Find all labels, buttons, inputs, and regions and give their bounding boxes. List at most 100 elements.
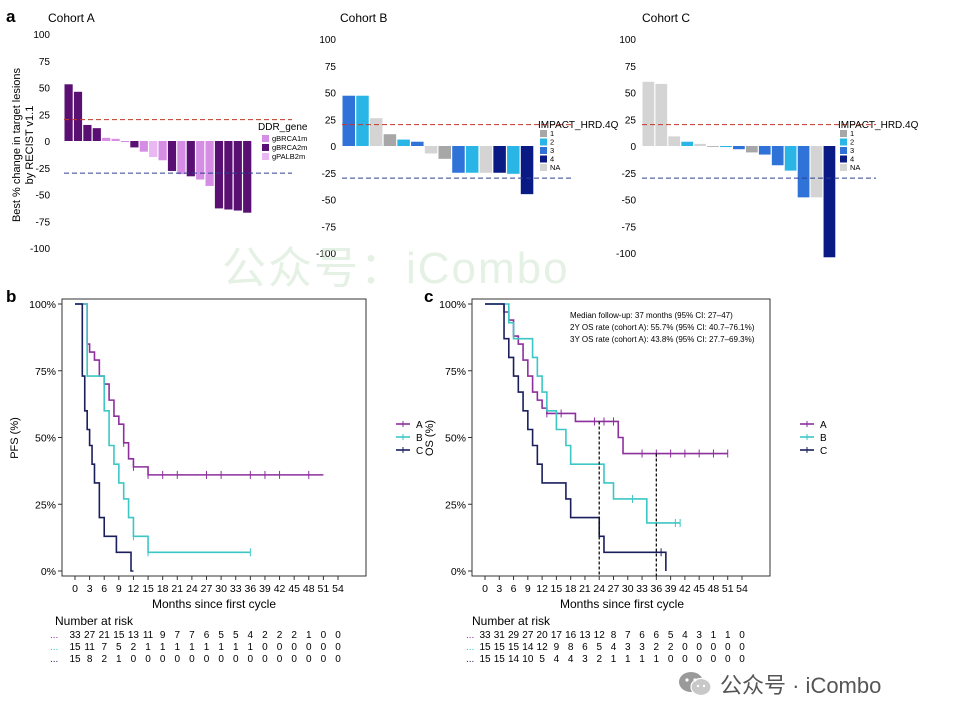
waterfall-bar: [493, 146, 506, 173]
waterfall-bar: [720, 146, 732, 148]
risk-count: 1: [204, 642, 210, 653]
waterfall-bar: [758, 146, 771, 155]
x-tick-label: 33: [636, 583, 648, 595]
waterfall-bar: [507, 146, 520, 174]
km-curve-c: [485, 303, 667, 571]
risk-count: 13: [579, 630, 591, 641]
risk-count: 1: [160, 642, 166, 653]
y-tick-label: 100: [33, 30, 50, 41]
x-tick-label: 12: [128, 583, 140, 595]
os-risk-title: Number at risk: [472, 614, 551, 628]
y-tick-label: -50: [622, 196, 637, 207]
waterfall-bar: [102, 137, 111, 141]
waterfall-bar: [167, 141, 177, 171]
risk-count: 8: [568, 642, 574, 653]
risk-count: 0: [218, 654, 224, 665]
pfs-curves: [75, 303, 324, 572]
risk-count: 1: [639, 654, 645, 665]
risk-count: 0: [291, 642, 297, 653]
risk-count: 0: [739, 654, 745, 665]
risk-count: 2: [131, 642, 137, 653]
risk-count: 6: [654, 630, 660, 641]
x-tick-label: 6: [511, 583, 517, 595]
waterfall-bar: [655, 83, 668, 146]
x-tick-label: 18: [157, 583, 169, 595]
y-tick-label: 25: [325, 115, 337, 126]
y-tick-label: 25%: [445, 499, 466, 511]
waterfall-ylabel-line-1: Best % change in target lesions: [11, 67, 23, 222]
x-tick-label: 15: [551, 583, 563, 595]
waterfall-bar: [139, 141, 148, 152]
os-annotation-1: Median follow-up: 37 months (95% CI: 27–…: [570, 311, 733, 320]
risk-count: 0: [711, 642, 717, 653]
y-tick-label: 75: [625, 62, 637, 73]
cohort-a-ref-lines: [64, 119, 292, 174]
risk-count: 2: [277, 630, 283, 641]
risk-count: 0: [725, 654, 731, 665]
risk-count: 8: [87, 654, 93, 665]
pfs-legend: ABC: [396, 420, 423, 457]
watermark-corner-text: 公众号 · iCombo: [720, 673, 882, 698]
risk-count: 7: [101, 642, 107, 653]
risk-count: 3: [582, 654, 588, 665]
x-tick-label: 36: [650, 583, 662, 595]
risk-count: 4: [682, 630, 688, 641]
risk-row-marker-a: ...: [50, 630, 58, 641]
y-tick-label: -100: [30, 244, 50, 255]
waterfall-bar: [130, 141, 139, 148]
waterfall-bar: [642, 81, 655, 146]
hrd-label-NA: NA: [850, 163, 860, 172]
waterfall-bar: [479, 146, 493, 173]
os-annotation-2: 2Y OS rate (cohort A): 55.7% (95% CI: 40…: [570, 323, 755, 332]
hrd-label-1: 1: [850, 129, 854, 138]
risk-count: 0: [233, 654, 239, 665]
x-tick-label: 21: [171, 583, 183, 595]
risk-count: 1: [625, 654, 631, 665]
panel-label-b: b: [6, 287, 16, 306]
hrd-swatch-4: [540, 155, 547, 163]
hrd-legend-c-title: IMPACT_HRD.4Q: [838, 120, 919, 131]
risk-count: 0: [739, 642, 745, 653]
risk-count: 15: [479, 654, 491, 665]
risk-count: 1: [145, 642, 151, 653]
y-tick-label: -25: [322, 169, 337, 180]
pfs-xlabel: Months since first cycle: [152, 597, 276, 611]
waterfall-bar: [733, 146, 745, 150]
x-tick-label: 39: [259, 583, 271, 595]
x-tick-label: 51: [318, 583, 330, 595]
risk-count: 11: [143, 630, 154, 641]
risk-count: 2: [101, 654, 107, 665]
x-tick-label: 51: [722, 583, 734, 595]
x-tick-label: 30: [622, 583, 634, 595]
x-tick-label: 42: [274, 583, 286, 595]
risk-count: 0: [145, 654, 151, 665]
risk-count: 0: [321, 654, 327, 665]
risk-count: 5: [596, 642, 602, 653]
risk-row-marker-a: ...: [466, 630, 474, 641]
risk-count: 1: [218, 642, 224, 653]
risk-count: 1: [725, 630, 731, 641]
os-risk-table: ... 33 31 29 27 20 17 16 13 12 8 7 6 6 5 4 3 1 1 0... 15 15 15…: [466, 630, 745, 665]
y-tick-label: 50%: [445, 433, 466, 445]
risk-count: 0: [335, 630, 341, 641]
risk-count: 27: [84, 630, 96, 641]
ddr-legend-title: DDR_gene: [258, 122, 308, 133]
risk-count: 0: [682, 654, 688, 665]
risk-count: 0: [174, 654, 180, 665]
risk-count: 29: [508, 630, 520, 641]
cohort-b-y-ticks: 100 75 50 25 0 -25 -50 -75 -100: [316, 35, 336, 260]
risk-count: 0: [321, 642, 327, 653]
x-tick-label: 0: [482, 583, 488, 595]
pfs-risk-table: ... 33 27 21 15 13 11 9 7 7 6 5 5 4 2 2 2 1 0 0... 15 11 7 5 2 1 1…: [50, 630, 341, 665]
risk-count: 31: [494, 630, 506, 641]
y-tick-label: -25: [622, 169, 637, 180]
risk-count: 9: [160, 630, 166, 641]
risk-count: 15: [69, 642, 81, 653]
plot-frame: [61, 298, 367, 577]
risk-count: 33: [479, 630, 491, 641]
risk-count: 4: [568, 654, 574, 665]
y-tick-label: 50: [325, 89, 337, 100]
risk-count: 9: [554, 642, 560, 653]
risk-count: 0: [668, 654, 674, 665]
